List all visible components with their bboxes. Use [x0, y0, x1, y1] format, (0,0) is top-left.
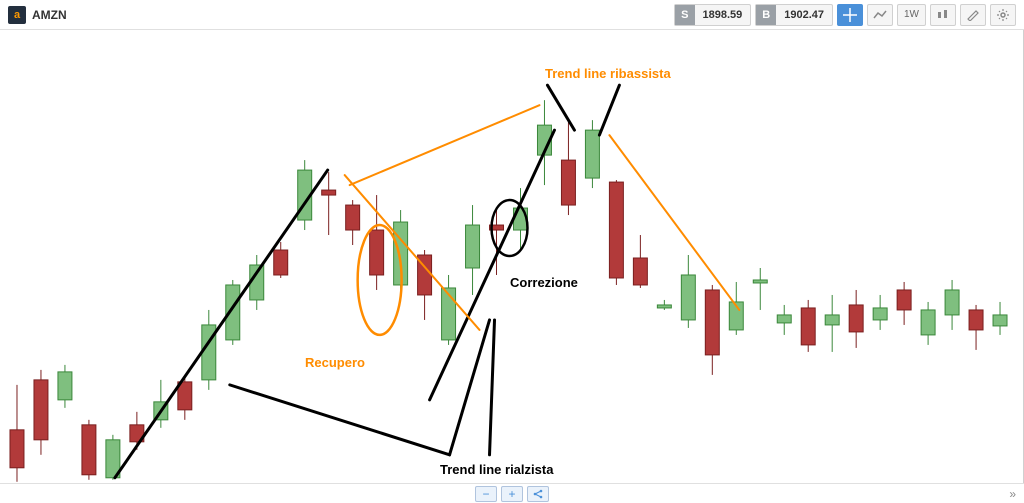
indicators-button[interactable]	[867, 4, 893, 26]
zoom-in-button[interactable]: +	[501, 486, 523, 502]
crosshair-icon	[843, 8, 857, 22]
header-right: S 1898.59 B 1902.47 1W	[674, 4, 1016, 26]
chart-canvas	[0, 30, 1023, 483]
ticker-symbol[interactable]: AMZN	[32, 8, 67, 22]
share-button[interactable]	[527, 486, 549, 502]
price-chart[interactable]	[0, 30, 1024, 483]
amazon-logo-icon: a	[8, 6, 26, 24]
chart-header: a AMZN S 1898.59 B 1902.47 1W	[0, 0, 1024, 30]
zoom-out-button[interactable]: −	[475, 486, 497, 502]
expand-icon[interactable]: »	[1009, 487, 1016, 501]
pencil-icon	[966, 9, 980, 21]
share-icon	[533, 489, 543, 499]
chart-footer: − + »	[0, 483, 1024, 503]
header-left: a AMZN	[8, 6, 67, 24]
buy-price: 1902.47	[776, 9, 832, 21]
timeframe-button[interactable]: 1W	[897, 4, 926, 26]
buy-label: B	[756, 5, 776, 25]
gear-icon	[996, 8, 1010, 22]
chart-type-button[interactable]	[930, 4, 956, 26]
candlestick-icon	[936, 9, 950, 21]
sell-label: S	[675, 5, 694, 25]
sell-button[interactable]: S 1898.59	[674, 4, 751, 26]
crosshair-button[interactable]	[837, 4, 863, 26]
buy-button[interactable]: B 1902.47	[755, 4, 833, 26]
settings-button[interactable]	[990, 4, 1016, 26]
sell-price: 1898.59	[695, 9, 751, 21]
chart-line-icon	[873, 10, 887, 20]
drawing-tools-button[interactable]	[960, 4, 986, 26]
